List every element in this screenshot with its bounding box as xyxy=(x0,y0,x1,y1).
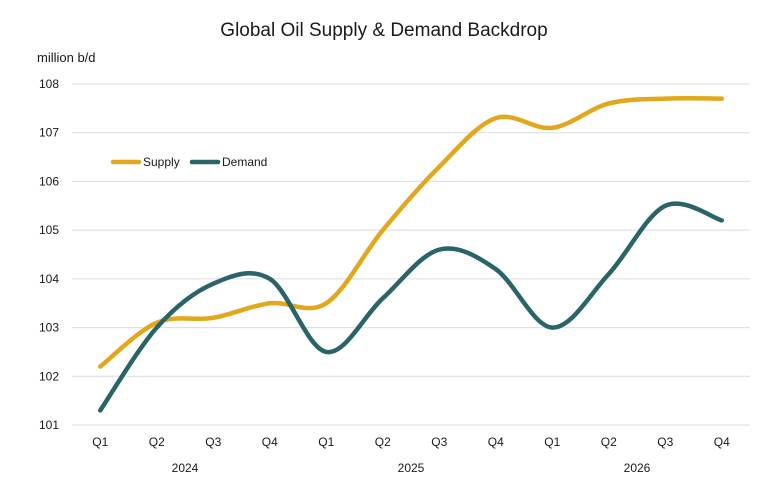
legend-label-supply: Supply xyxy=(143,155,180,169)
y-axis-unit-label: million b/d xyxy=(37,50,96,65)
x-tick-label: Q2 xyxy=(601,435,617,449)
x-tick-label: Q3 xyxy=(431,435,447,449)
x-tick-label: Q1 xyxy=(318,435,334,449)
x-tick-label: Q3 xyxy=(205,435,221,449)
y-tick-label: 103 xyxy=(39,321,59,335)
x-axis-ticks: Q1 Q2 Q3 Q4 Q1 Q2 Q3 Q4 Q1 Q2 Q3 Q4 xyxy=(92,435,730,449)
x-tick-label: Q1 xyxy=(544,435,560,449)
legend: Supply Demand xyxy=(110,155,267,169)
year-labels: 2024 2025 2026 xyxy=(172,461,651,475)
x-tick-label: Q4 xyxy=(488,435,504,449)
x-tick-label: Q3 xyxy=(657,435,673,449)
y-tick-label: 105 xyxy=(39,223,59,237)
series-lines xyxy=(98,96,724,413)
year-label: 2024 xyxy=(172,461,199,475)
y-tick-label: 102 xyxy=(39,369,59,383)
y-tick-label: 101 xyxy=(39,418,59,432)
y-tick-label: 108 xyxy=(39,77,59,91)
x-tick-label: Q2 xyxy=(149,435,165,449)
x-tick-label: Q1 xyxy=(92,435,108,449)
legend-label-demand: Demand xyxy=(222,155,267,169)
y-axis-ticks: 101 102 103 104 105 106 107 108 xyxy=(39,77,59,432)
x-tick-label: Q4 xyxy=(714,435,730,449)
x-tick-label: Q2 xyxy=(375,435,391,449)
year-label: 2025 xyxy=(398,461,425,475)
x-tick-label: Q4 xyxy=(262,435,278,449)
series-line-demand xyxy=(98,201,724,413)
y-tick-label: 107 xyxy=(39,126,59,140)
year-label: 2026 xyxy=(624,461,651,475)
gridlines xyxy=(72,83,750,426)
series-line-supply xyxy=(98,96,724,369)
y-tick-label: 106 xyxy=(39,174,59,188)
y-tick-label: 104 xyxy=(39,272,59,286)
chart-title: Global Oil Supply & Demand Backdrop xyxy=(220,20,547,41)
